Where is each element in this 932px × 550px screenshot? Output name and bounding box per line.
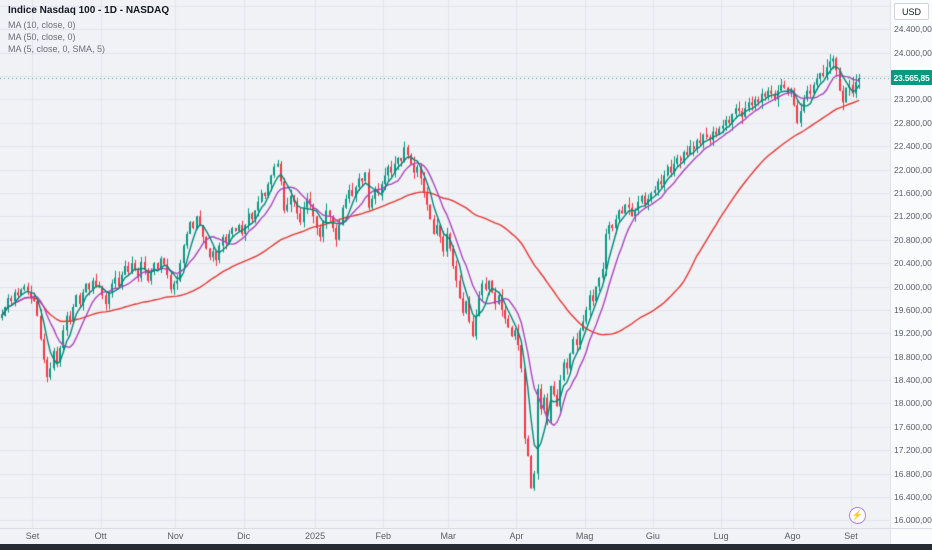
price-tick-label: 20.400,00 bbox=[894, 258, 932, 269]
indicator-ma10[interactable]: MA (10, close, 0) bbox=[8, 20, 76, 30]
price-tick-label: 20.000,00 bbox=[894, 281, 932, 292]
month-label: Giu bbox=[645, 531, 660, 541]
month-label: Ott bbox=[94, 531, 107, 541]
indicator-ma5[interactable]: MA (5, close, 0, SMA, 5) bbox=[8, 44, 106, 54]
price-tick-label: 18.000,00 bbox=[894, 398, 932, 409]
month-label: Lug bbox=[713, 531, 729, 541]
symbol-title[interactable]: Indice Nasdaq 100 - 1D - NASDAQ bbox=[8, 5, 170, 16]
last-price-badge: 23.565,85 bbox=[891, 70, 932, 85]
price-tick-label: 20.800,00 bbox=[894, 234, 932, 245]
month-label: Ago bbox=[784, 531, 801, 541]
price-axis[interactable]: USD 24.400,00 24.000,00 23.200,00 22.800,00… bbox=[890, 0, 932, 528]
chart-area: Indice Nasdaq 100 - 1D - NASDAQ MA (10, … bbox=[0, 0, 890, 528]
month-label: Set bbox=[844, 531, 858, 541]
price-tick-label: 22.000,00 bbox=[894, 164, 932, 175]
price-tick-label: 23.200,00 bbox=[894, 94, 932, 105]
legend: Indice Nasdaq 100 - 1D - NASDAQ MA (10, … bbox=[8, 5, 169, 55]
month-label: Set bbox=[25, 531, 40, 541]
price-tick-label: 24.000,00 bbox=[894, 47, 932, 58]
month-label: Dic bbox=[237, 531, 251, 541]
price-tick-label: 18.800,00 bbox=[894, 351, 932, 362]
price-tick-label: 16.400,00 bbox=[894, 492, 932, 502]
price-tick-label: 22.800,00 bbox=[894, 117, 932, 128]
boost-icon[interactable]: ⚡ bbox=[849, 507, 866, 524]
month-label: Mar bbox=[440, 531, 456, 541]
price-tick-label: 22.400,00 bbox=[894, 141, 932, 152]
price-tick-label: 19.200,00 bbox=[894, 328, 932, 339]
price-tick-label: 21.200,00 bbox=[894, 211, 932, 222]
price-tick-label: 16.000,00 bbox=[894, 515, 932, 526]
currency-button[interactable]: USD bbox=[894, 3, 929, 20]
month-label: Apr bbox=[509, 531, 524, 541]
price-tick-label: 16.800,00 bbox=[894, 468, 932, 479]
time-axis[interactable]: Set Ott Nov Dic 2025 Feb Mar Apr Mag Giu Lug Ago Set bbox=[0, 528, 932, 544]
month-label: Feb bbox=[375, 531, 392, 541]
price-tick-label: 17.200,00 bbox=[894, 445, 932, 456]
month-label: Nov bbox=[167, 531, 184, 541]
price-tick-label: 19.600,00 bbox=[894, 304, 932, 315]
price-chart-canvas[interactable] bbox=[0, 0, 890, 528]
price-tick-label: 24.400,00 bbox=[894, 24, 932, 35]
price-tick-label: 18.400,00 bbox=[894, 375, 932, 386]
bottom-strip bbox=[0, 544, 932, 550]
month-label: 2025 bbox=[305, 531, 326, 541]
month-label: Mag bbox=[575, 531, 594, 541]
month-label-list: Set Ott Nov Dic 2025 Feb Mar Apr Mag Giu Lug Ago Set bbox=[0, 529, 890, 544]
chart-row: Indice Nasdaq 100 - 1D - NASDAQ MA (10, … bbox=[0, 0, 932, 528]
price-tick-label: 17.600,00 bbox=[894, 421, 932, 432]
time-axis-corner bbox=[890, 529, 932, 544]
indicator-ma50[interactable]: MA (50, close, 0) bbox=[8, 32, 76, 42]
price-tick-label: 21.600,00 bbox=[894, 187, 932, 198]
